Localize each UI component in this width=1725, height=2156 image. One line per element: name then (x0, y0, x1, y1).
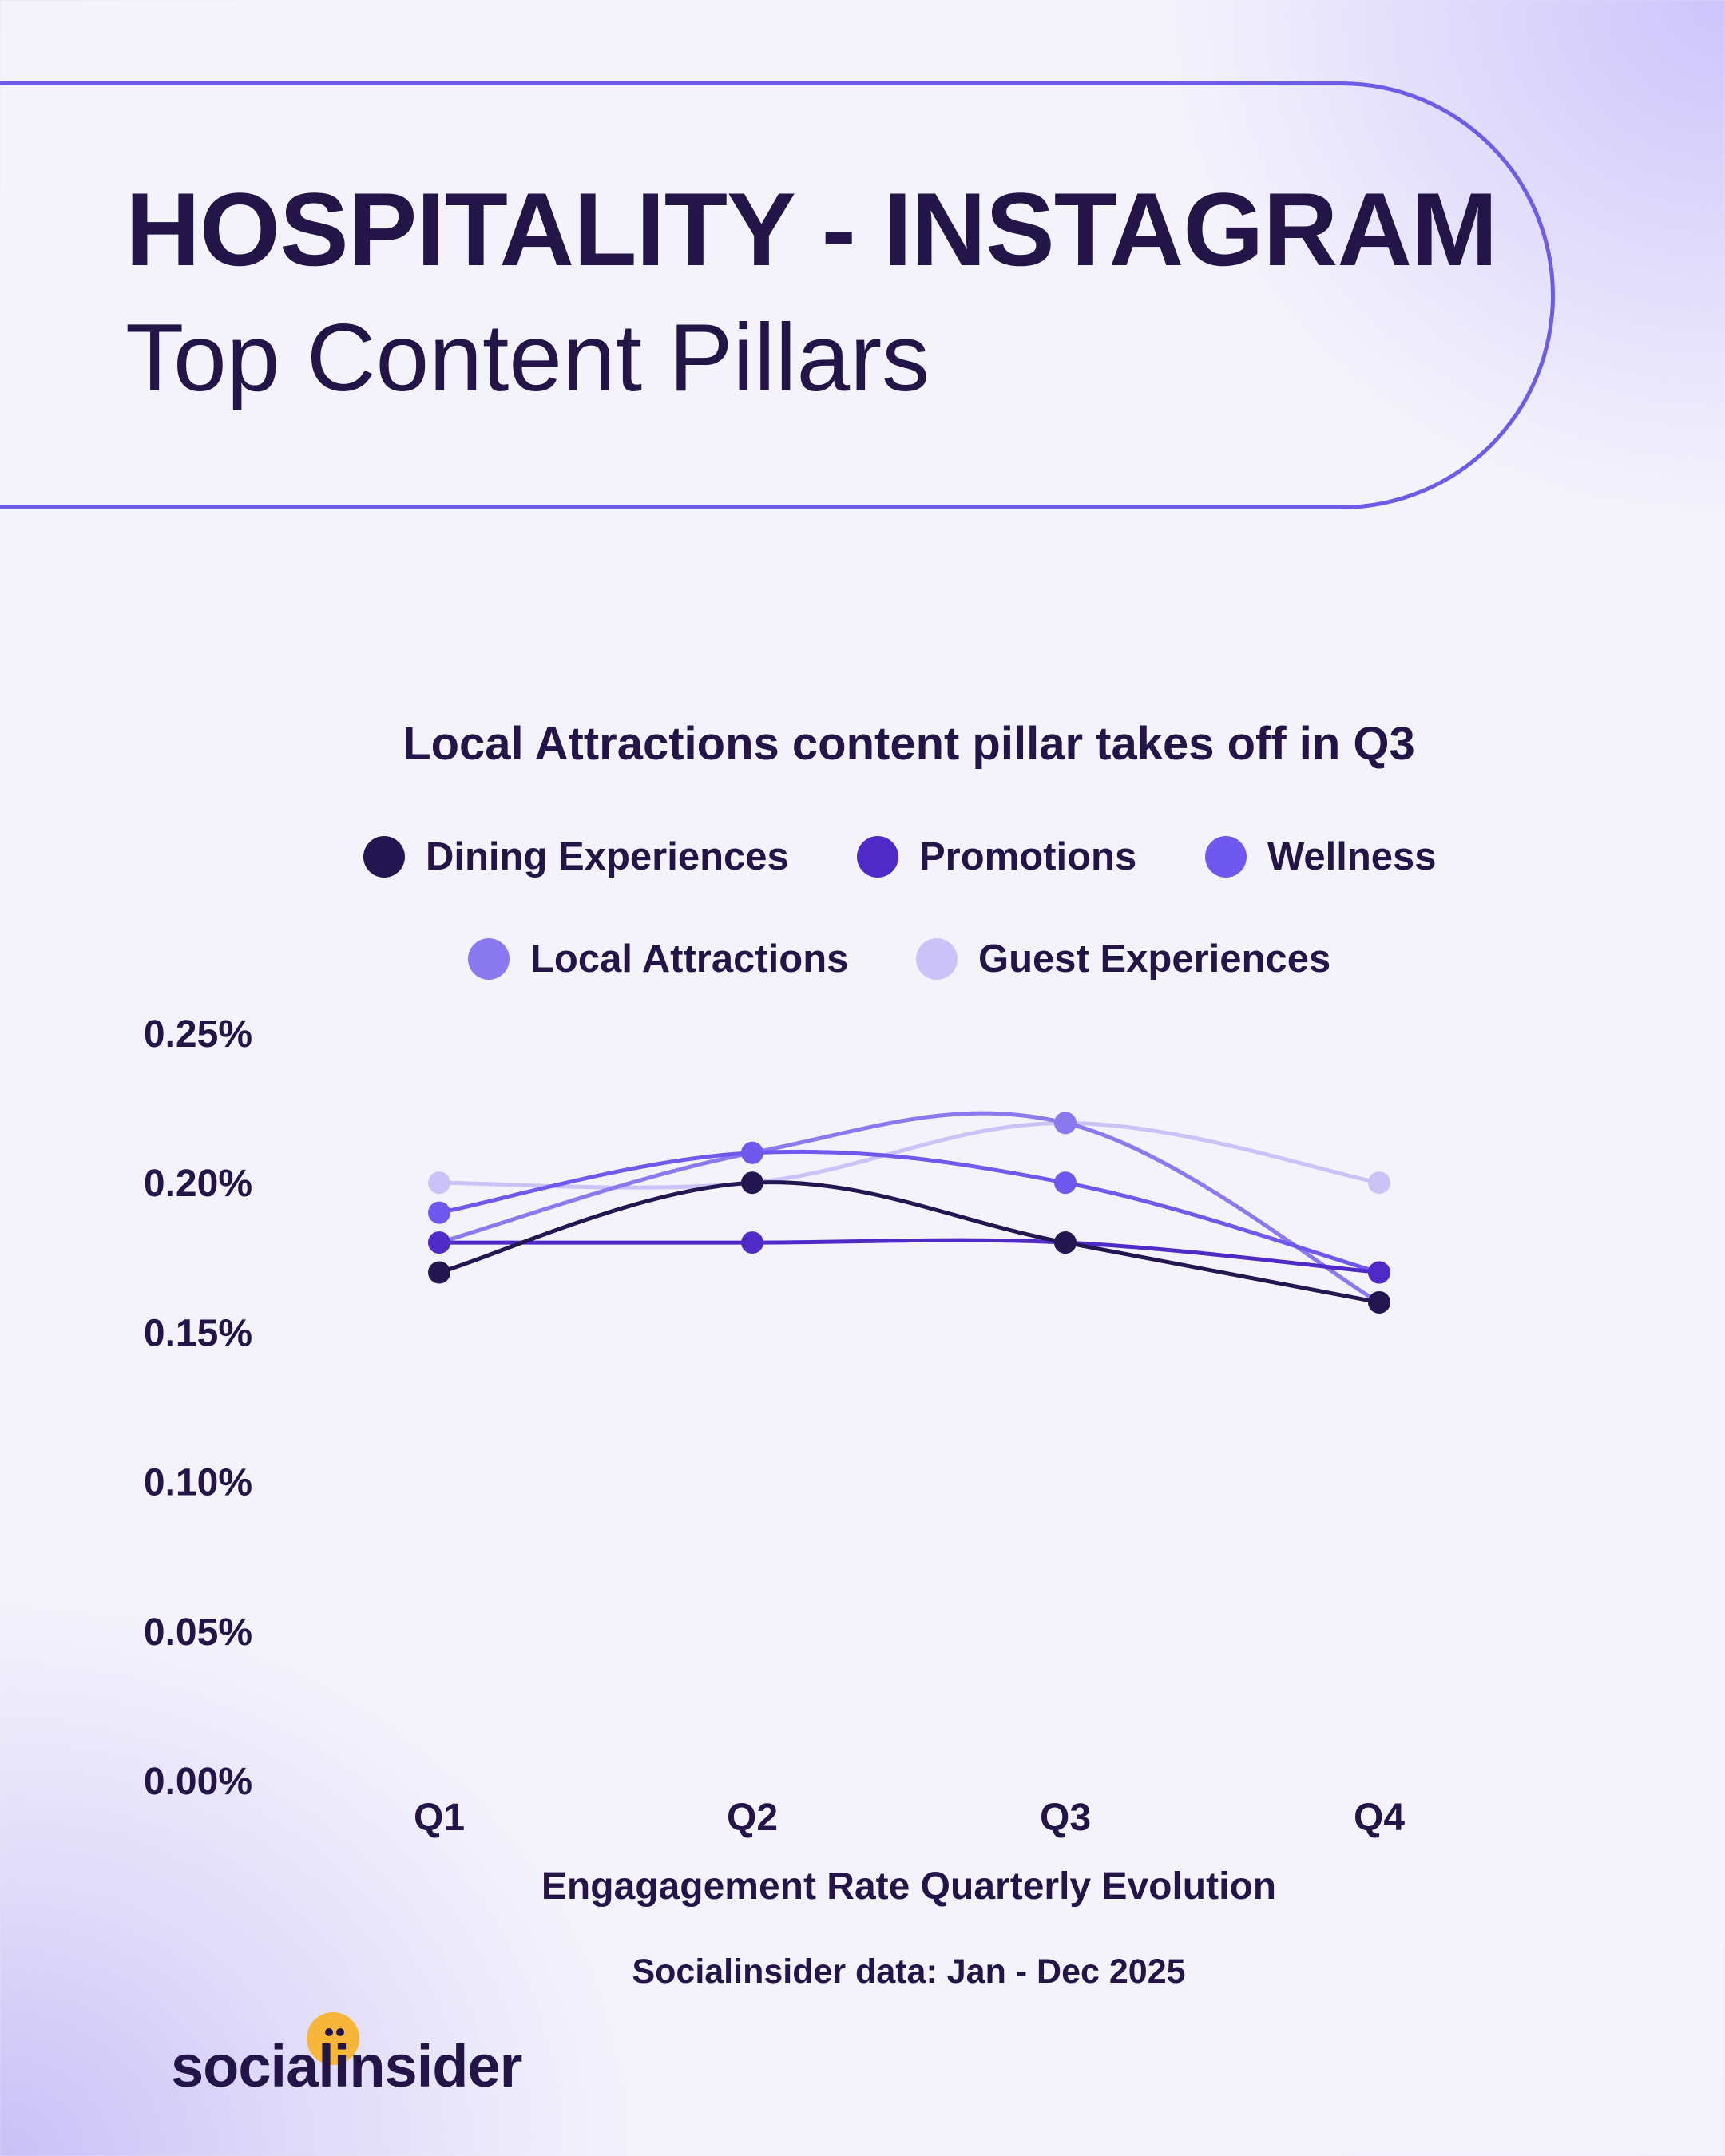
legend-item-local-attractions: Local Attractions (468, 937, 848, 981)
legend-item-wellness: Wellness (1205, 834, 1437, 879)
page-title: HOSPITALITY - INSTAGRAM (125, 171, 1498, 287)
legend-label: Local Attractions (530, 937, 849, 981)
legend-dot-icon (363, 836, 405, 878)
data-point-dining-experiences-q1 (428, 1261, 450, 1284)
y-tick-label: 0.10% (144, 1462, 252, 1504)
legend-dot-icon (916, 938, 958, 980)
data-point-dining-experiences-q3 (1054, 1231, 1077, 1254)
legend-item-dining-experiences: Dining Experiences (363, 834, 789, 879)
y-tick-label: 0.15% (144, 1312, 252, 1354)
data-point-wellness-q2 (741, 1141, 763, 1164)
socialinsider-logo: socialinsider (171, 2012, 538, 2100)
series-line-promotions (437, 1238, 1382, 1275)
page-subtitle: Top Content Pillars (125, 304, 930, 411)
data-point-local-attractions-q3 (1054, 1112, 1077, 1135)
y-tick-label: 0.05% (144, 1611, 252, 1654)
legend-item-guest-experiences: Guest Experiences (916, 937, 1330, 981)
data-point-dining-experiences-q2 (741, 1171, 763, 1195)
series-line-dining-experiences (437, 1180, 1382, 1305)
header-pill-outline (0, 81, 1555, 509)
logo-text: socialinsider (171, 2033, 522, 2099)
legend-dot-icon (857, 836, 898, 878)
source-note: Socialinsider data: Jan - Dec 2025 (632, 1952, 1186, 1991)
chart-title: Local Attractions content pillar takes o… (402, 718, 1415, 770)
data-point-promotions-q1 (428, 1231, 450, 1254)
data-point-wellness-q1 (428, 1201, 450, 1224)
y-tick-label: 0.20% (144, 1163, 252, 1205)
legend-item-promotions: Promotions (857, 834, 1136, 879)
data-point-promotions-q4 (1368, 1261, 1390, 1284)
y-tick-label: 0.25% (144, 1013, 252, 1056)
legend-dot-icon (468, 938, 510, 980)
x-tick-label: Q4 (1354, 1797, 1405, 1839)
data-point-guest-experiences-q1 (428, 1171, 450, 1195)
data-point-dining-experiences-q4 (1368, 1290, 1390, 1314)
y-tick-label: 0.00% (144, 1761, 252, 1803)
series-line-local-attractions (437, 1111, 1382, 1305)
data-point-wellness-q3 (1054, 1171, 1077, 1195)
legend-dot-icon (1205, 836, 1247, 878)
data-point-promotions-q2 (741, 1231, 763, 1254)
legend-label: Dining Experiences (426, 835, 789, 878)
series-line-guest-experiences (437, 1120, 1382, 1190)
x-tick-label: Q1 (414, 1797, 465, 1839)
x-axis-label: Engagagement Rate Quarterly Evolution (541, 1865, 1277, 1908)
legend-label: Wellness (1267, 835, 1437, 878)
logo-badge-icon (307, 2012, 359, 2065)
x-tick-label: Q2 (727, 1797, 778, 1839)
legend-label: Guest Experiences (978, 937, 1331, 981)
legend-label: Promotions (919, 835, 1137, 878)
x-tick-label: Q3 (1040, 1797, 1091, 1839)
data-point-guest-experiences-q4 (1368, 1171, 1390, 1195)
series-line-wellness (437, 1149, 1382, 1275)
